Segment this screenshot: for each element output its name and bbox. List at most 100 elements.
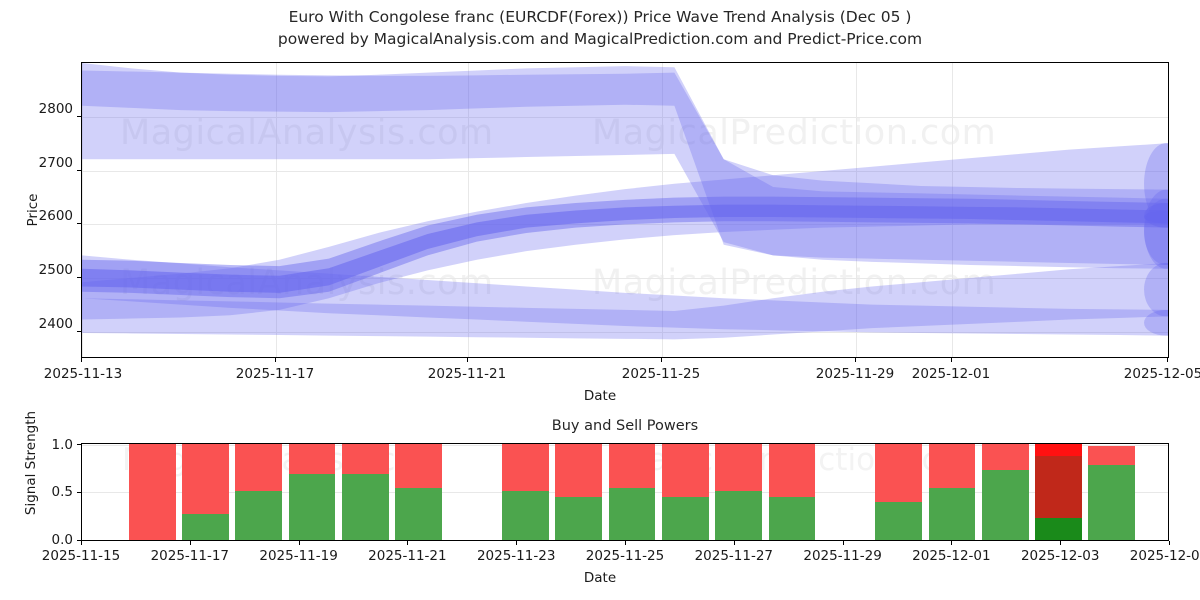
signal-bar — [768, 444, 816, 540]
sub-xtick-label: 2025-12-05 — [1129, 548, 1200, 564]
tickmark-y-2600 — [77, 223, 81, 224]
signal-bar — [342, 444, 389, 540]
bar-green-segment — [395, 488, 443, 540]
bar-red-segment — [342, 444, 389, 475]
gridline-2500 — [82, 278, 1168, 279]
bar-green-segment — [502, 491, 549, 540]
gridline-2800 — [82, 117, 1168, 118]
wave-band-cap — [1144, 189, 1168, 269]
xtick-label-1125: 2025-11-25 — [621, 366, 701, 382]
wave-band-cap — [1144, 262, 1168, 317]
tickmark-x-1113 — [81, 358, 82, 362]
signal-bar — [1088, 445, 1136, 540]
xtick-label-1129: 2025-11-29 — [815, 366, 895, 382]
signal-bar — [608, 444, 656, 540]
bar-red-segment — [981, 444, 1029, 471]
bar-green-segment — [1088, 464, 1136, 540]
bar-red-segment — [715, 444, 762, 491]
bar-green-segment — [288, 474, 336, 540]
signal-bar — [1035, 444, 1082, 540]
bar-green-segment — [182, 513, 229, 540]
sub-tickmark-y-0-5 — [77, 492, 81, 493]
gridline-2600 — [82, 224, 1168, 225]
tickmark-x-1121 — [467, 358, 468, 362]
signal-bar — [129, 444, 176, 540]
price-wave-chart: MagicalAnalysis.com MagicalPrediction.co… — [81, 62, 1169, 358]
sub-ytick-0-0: 0.0 — [51, 532, 73, 548]
xtick-label-1113: 2025-11-13 — [43, 366, 123, 382]
tickmark-x-1125 — [661, 358, 662, 362]
sub-xtick-label: 2025-11-25 — [585, 548, 665, 564]
sub-xtick-label: 2025-12-03 — [1020, 548, 1100, 564]
tickmark-x-1129 — [855, 358, 856, 362]
tickmark-x-1201 — [951, 358, 952, 362]
bar-green-segment — [981, 470, 1029, 540]
bar-red-segment — [1088, 445, 1136, 465]
xtick-label-1205: 2025-12-05 — [1123, 366, 1200, 382]
bar-red-segment — [928, 444, 976, 489]
sub-xtick-label: 2025-11-27 — [694, 548, 774, 564]
ytick-2700: 2700 — [38, 155, 73, 171]
sub-tickmark-y-1-0 — [77, 444, 81, 445]
sub-tickmark-x — [733, 541, 735, 545]
xtick-label-1201: 2025-12-01 — [911, 366, 991, 382]
page-title: Euro With Congolese franc (EURCDF(Forex)… — [288, 8, 912, 26]
xtick-label-1117: 2025-11-17 — [235, 366, 315, 382]
gridline-x-1117 — [276, 63, 277, 357]
tickmark-y-2700 — [77, 170, 81, 171]
wave-band-cap — [1144, 309, 1168, 336]
gridline-2700 — [82, 171, 1168, 172]
sub-xtick-label: 2025-11-17 — [150, 548, 230, 564]
sub-xtick-label: 2025-11-15 — [41, 548, 121, 564]
signal-bar — [502, 444, 549, 540]
ytick-2800: 2800 — [38, 101, 73, 117]
chart-title-block: Euro With Congolese franc (EURCDF(Forex)… — [0, 6, 1200, 50]
bar-red-segment — [1035, 444, 1082, 519]
gridline-x-1205 — [1168, 63, 1169, 357]
gridline-2400 — [82, 332, 1168, 333]
bar-red-segment — [129, 444, 176, 540]
ytick-2600: 2600 — [38, 208, 73, 224]
wave-band — [82, 262, 1168, 340]
bar-red-segment — [661, 444, 709, 497]
signal-bar — [715, 444, 762, 540]
wave-band-layer — [82, 63, 1168, 340]
wave-band-cap — [1144, 210, 1168, 224]
sub-y-axis-label: Signal Strength — [23, 410, 39, 516]
tickmark-y-2500 — [77, 277, 81, 278]
sub-ytick-0-5: 0.5 — [51, 484, 73, 500]
tickmark-x-1117 — [275, 358, 276, 362]
bar-green-segment — [768, 496, 816, 540]
sub-xtick-label: 2025-11-29 — [803, 548, 882, 564]
bar-green-segment — [661, 496, 709, 540]
wave-band-cap — [1144, 143, 1168, 225]
sub-tickmark-x — [1060, 541, 1062, 545]
signal-bar — [661, 444, 709, 540]
signal-bar — [555, 444, 603, 540]
bar-green-segment — [1035, 518, 1082, 540]
buy-sell-powers-chart: MagicalAnalysis.com MagicalPrediction.co… — [81, 443, 1169, 541]
sub-x-axis-label: Date — [583, 570, 617, 586]
sub-tickmark-x — [1169, 541, 1170, 545]
tickmark-y-2400 — [77, 331, 81, 332]
signal-bar — [182, 444, 229, 540]
bar-red-segment — [768, 444, 816, 497]
wave-band — [82, 70, 1168, 266]
signal-bar — [928, 444, 976, 540]
bar-bright-red-tip — [1035, 444, 1082, 456]
bar-group — [82, 444, 1168, 540]
ytick-2500: 2500 — [38, 262, 73, 278]
gridline-x-1113 — [82, 63, 83, 357]
main-y-axis-label: Price — [25, 193, 41, 227]
page-subtitle: powered by MagicalAnalysis.com and Magic… — [277, 30, 923, 48]
bar-red-segment — [502, 444, 549, 491]
sub-ytick-1-0: 1.0 — [51, 437, 73, 453]
sub-chart-title: Buy and Sell Powers — [551, 418, 699, 434]
sub-tickmark-x — [81, 541, 82, 545]
signal-bar — [395, 444, 443, 540]
bar-green-segment — [608, 488, 656, 540]
sub-tickmark-x — [298, 541, 300, 545]
sub-tickmark-x — [625, 541, 626, 545]
bar-red-segment — [235, 444, 283, 491]
